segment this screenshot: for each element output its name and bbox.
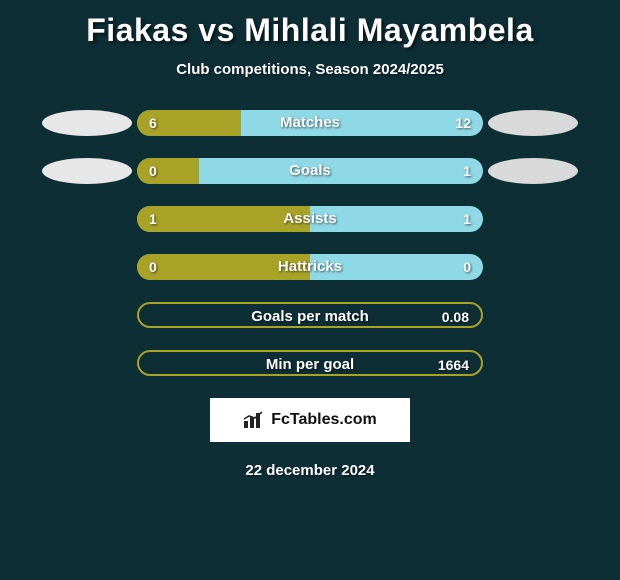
brand-text: FcTables.com	[271, 411, 377, 429]
stat-row: Goals per match0.08	[0, 302, 620, 328]
stat-value-right: 12	[455, 110, 471, 136]
comparison-title: Fiakas vs Mihlali Mayambela	[0, 0, 620, 49]
stat-bar: 0Hattricks0	[137, 254, 483, 280]
stat-label: Assists	[137, 206, 483, 232]
stat-row: 1Assists1	[0, 206, 620, 232]
logo-slot-right	[483, 110, 583, 136]
stat-bar: 0Goals1	[137, 158, 483, 184]
stat-label: Goals	[137, 158, 483, 184]
stat-row: Min per goal1664	[0, 350, 620, 376]
stat-label: Hattricks	[137, 254, 483, 280]
player1-name: Fiakas	[86, 12, 189, 48]
footer-date: 22 december 2024	[0, 462, 620, 479]
vs-word: vs	[198, 12, 235, 48]
team-logo-right	[488, 158, 578, 184]
stat-bar: 6Matches12	[137, 110, 483, 136]
logo-slot-left	[37, 110, 137, 136]
stat-bar: Goals per match0.08	[137, 302, 483, 328]
stat-row: 6Matches12	[0, 110, 620, 136]
stat-row: 0Goals1	[0, 158, 620, 184]
stat-label: Matches	[137, 110, 483, 136]
team-logo-right	[488, 110, 578, 136]
stat-value-right: 1664	[438, 352, 469, 376]
team-logo-left	[42, 110, 132, 136]
stat-value-right: 0	[463, 254, 471, 280]
stat-row: 0Hattricks0	[0, 254, 620, 280]
stat-rows-container: 6Matches120Goals11Assists10Hattricks0Goa…	[0, 110, 620, 376]
logo-slot-right	[483, 158, 583, 184]
subtitle: Club competitions, Season 2024/2025	[0, 61, 620, 78]
stat-value-right: 1	[463, 206, 471, 232]
stat-value-right: 1	[463, 158, 471, 184]
stat-label: Min per goal	[139, 352, 481, 376]
stat-value-right: 0.08	[442, 304, 469, 328]
brand-chart-icon	[243, 411, 265, 429]
stat-label: Goals per match	[139, 304, 481, 328]
logo-slot-left	[37, 158, 137, 184]
brand-box[interactable]: FcTables.com	[210, 398, 410, 442]
stat-bar: Min per goal1664	[137, 350, 483, 376]
team-logo-left	[42, 158, 132, 184]
stat-bar: 1Assists1	[137, 206, 483, 232]
player2-name: Mihlali Mayambela	[244, 12, 533, 48]
